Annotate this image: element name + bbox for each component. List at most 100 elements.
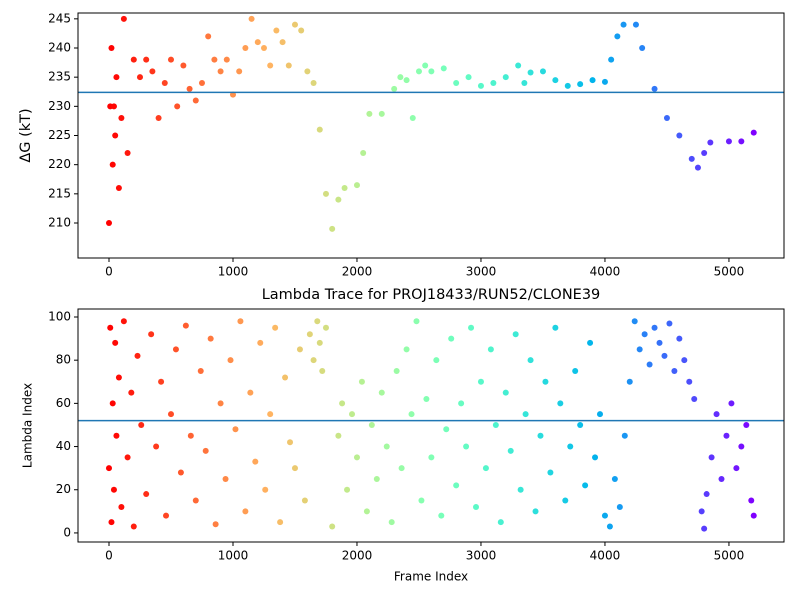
point bbox=[748, 497, 755, 504]
point bbox=[229, 91, 236, 98]
y-tick-label: 240 bbox=[48, 41, 71, 55]
point bbox=[691, 396, 698, 403]
point bbox=[120, 318, 127, 325]
point bbox=[572, 367, 579, 374]
point bbox=[621, 432, 628, 439]
point bbox=[248, 15, 255, 22]
point bbox=[118, 115, 125, 121]
point bbox=[733, 465, 740, 472]
x-tick-label: 1000 bbox=[218, 549, 249, 563]
point bbox=[143, 491, 150, 498]
point bbox=[403, 346, 410, 353]
point bbox=[611, 475, 618, 482]
point bbox=[433, 357, 440, 364]
point bbox=[130, 56, 137, 63]
point bbox=[639, 45, 646, 51]
point bbox=[477, 378, 484, 385]
point bbox=[252, 458, 259, 465]
point bbox=[291, 21, 298, 28]
point bbox=[713, 411, 720, 418]
point bbox=[473, 504, 480, 511]
point bbox=[353, 182, 360, 189]
point bbox=[180, 62, 187, 69]
point bbox=[587, 339, 594, 346]
point bbox=[279, 39, 286, 46]
point bbox=[247, 389, 254, 396]
point bbox=[109, 161, 116, 168]
point bbox=[552, 324, 559, 331]
point bbox=[557, 400, 564, 407]
y-axis-label: ΔG (kT) bbox=[18, 108, 34, 162]
point bbox=[641, 331, 648, 338]
point bbox=[112, 132, 119, 139]
point bbox=[517, 486, 524, 493]
x-tick-label: 4000 bbox=[590, 549, 621, 563]
point bbox=[703, 491, 710, 498]
point bbox=[335, 196, 342, 203]
point bbox=[681, 357, 688, 364]
point bbox=[592, 454, 599, 461]
point bbox=[107, 324, 114, 331]
point bbox=[112, 339, 119, 346]
point bbox=[108, 519, 115, 526]
point bbox=[698, 508, 705, 515]
point bbox=[136, 74, 143, 81]
point bbox=[260, 45, 267, 51]
x-tick-label: 0 bbox=[105, 549, 113, 563]
point bbox=[738, 138, 745, 145]
point bbox=[360, 150, 367, 156]
point bbox=[453, 80, 460, 86]
point bbox=[148, 331, 155, 338]
point bbox=[507, 447, 514, 454]
y-tick-label: 210 bbox=[48, 216, 71, 230]
point bbox=[532, 508, 539, 515]
point bbox=[172, 346, 179, 353]
point bbox=[177, 469, 184, 476]
point bbox=[344, 486, 351, 493]
point bbox=[105, 465, 112, 472]
x-tick-label: 0 bbox=[105, 265, 113, 279]
point bbox=[306, 331, 313, 338]
point bbox=[198, 80, 205, 86]
point bbox=[547, 469, 554, 476]
point bbox=[636, 346, 643, 353]
point bbox=[415, 68, 422, 75]
point bbox=[458, 400, 465, 407]
point bbox=[487, 346, 494, 353]
y-tick-label: 20 bbox=[56, 482, 71, 496]
point bbox=[418, 497, 425, 504]
point bbox=[115, 185, 122, 191]
point bbox=[310, 357, 317, 364]
point bbox=[448, 335, 455, 342]
point bbox=[383, 443, 390, 450]
point bbox=[608, 56, 615, 63]
point bbox=[512, 331, 519, 338]
point bbox=[282, 374, 289, 381]
point bbox=[108, 45, 115, 51]
point bbox=[267, 411, 274, 418]
point bbox=[155, 115, 162, 121]
point bbox=[388, 519, 395, 526]
point bbox=[614, 33, 621, 40]
point bbox=[567, 443, 574, 450]
point bbox=[596, 411, 603, 418]
point bbox=[120, 15, 127, 22]
point bbox=[285, 62, 292, 69]
point bbox=[366, 110, 373, 117]
point bbox=[577, 81, 584, 88]
y-tick-label: 80 bbox=[56, 353, 71, 367]
point bbox=[718, 475, 725, 482]
point bbox=[368, 421, 375, 428]
y-tick-label: 245 bbox=[48, 11, 71, 25]
point bbox=[341, 185, 348, 191]
x-tick-label: 2000 bbox=[342, 549, 373, 563]
point bbox=[217, 68, 224, 75]
point bbox=[167, 411, 174, 418]
point bbox=[149, 68, 156, 75]
point bbox=[422, 62, 429, 69]
point bbox=[490, 80, 497, 86]
point bbox=[577, 421, 584, 428]
x-axis-label: Frame Index bbox=[394, 570, 468, 584]
y-tick-label: 215 bbox=[48, 186, 71, 200]
y-tick-label: 225 bbox=[48, 128, 71, 142]
